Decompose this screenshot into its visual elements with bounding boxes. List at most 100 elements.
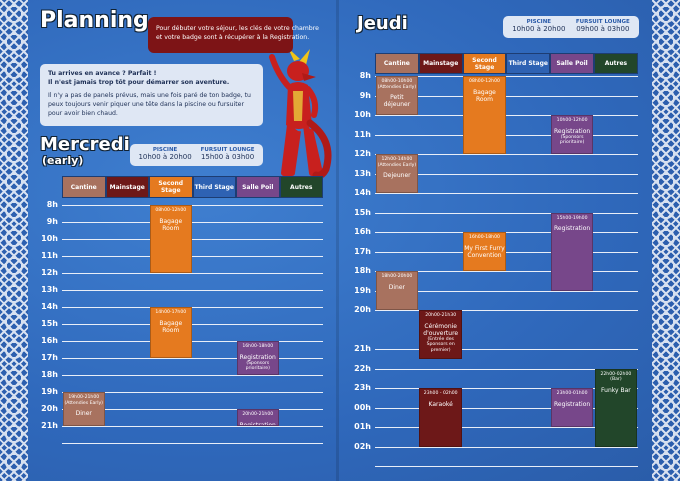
event-title: Bagage Room xyxy=(473,88,496,103)
intro-line: pour avoir bien chaud. xyxy=(48,110,118,117)
event: 22h00-02h00 (Bar) Funky Bar xyxy=(594,368,638,447)
row-label: 21h xyxy=(354,344,371,353)
row-line xyxy=(62,409,323,410)
spine xyxy=(336,0,339,481)
event-time: 12h00-14h00 xyxy=(381,157,413,162)
event-time: 14h00-17h00 xyxy=(155,310,187,315)
column-header: Autres xyxy=(594,53,638,74)
row-line xyxy=(62,324,323,325)
column-header: Autres xyxy=(279,176,323,198)
row-line xyxy=(62,426,323,427)
intro-box: Tu arrives en avance ? Parfait ! Il n'est… xyxy=(40,64,263,126)
hours-label: FURSUIT LOUNGE xyxy=(575,19,630,25)
bubble-line: et votre badge sont à récupérer à la Reg… xyxy=(156,34,310,41)
event-time: 16h00-18h00 xyxy=(242,344,274,349)
row-label: 11h xyxy=(354,129,371,139)
row-label: 15h xyxy=(41,319,58,328)
event: 08h00-12h00 Bagage Room xyxy=(149,205,192,273)
event-title: Bagage Room xyxy=(159,319,183,334)
event: 10h00-12h00 Registration (Sponsors priorit… xyxy=(550,115,594,154)
event-detail: (Entrée des Sponsors en premier) xyxy=(426,336,455,353)
speech-bubble: Pour débuter votre séjour, les clés de v… xyxy=(148,17,319,53)
row-label: 16h xyxy=(41,336,58,345)
event-time: 15h00-19h00 xyxy=(556,215,588,221)
row-line xyxy=(375,388,638,389)
column-header: Cantine xyxy=(62,176,106,198)
hours-item: PISCINE 10h00 à 20h00 xyxy=(512,19,565,35)
event: 12h00-14h00 (Attendies Early) Dejeuner xyxy=(375,154,419,193)
row-label: 22h xyxy=(354,363,371,373)
row-label: 20h xyxy=(354,305,371,314)
event: 08h00-12h00 Bagage Room xyxy=(463,76,506,154)
row-line xyxy=(375,368,638,370)
event: 20h00-21h00 Registration xyxy=(236,409,279,426)
event-title: Dejeuner xyxy=(383,172,411,180)
row-line xyxy=(62,341,323,342)
event-time: 08h00-12h00 xyxy=(155,208,187,213)
left-border xyxy=(0,0,28,481)
dragon-illustration xyxy=(269,48,332,179)
row-label: 9h xyxy=(359,90,371,100)
column-header: Third Stage xyxy=(506,53,551,74)
hours-box: PISCINE 10h00 à 20h00 FURSUIT LOUNGE 15h00 … xyxy=(130,144,263,166)
row-label: 20h xyxy=(41,404,58,413)
event-detail: (Sponsors prioritaire) xyxy=(245,360,270,372)
event-title: Diner xyxy=(388,283,406,291)
right-border xyxy=(652,0,680,481)
event-title: Funky Bar xyxy=(601,386,631,394)
row-label: 17h xyxy=(41,353,58,362)
event-time: 23h00-01h00 xyxy=(556,391,588,396)
row-line xyxy=(375,349,638,350)
row-line xyxy=(375,446,638,448)
row-label: 10h xyxy=(41,234,58,243)
event-note: (Attendies Early) xyxy=(377,84,417,90)
event-title: Registration xyxy=(553,400,591,408)
row-line xyxy=(62,239,323,240)
row-label: 21h xyxy=(41,421,58,430)
row-label: 01h xyxy=(354,422,371,431)
row-line xyxy=(375,310,638,311)
event-note: (Attendies Early) xyxy=(64,400,103,406)
row-line xyxy=(375,154,638,155)
column-header: Mainstage xyxy=(105,176,149,198)
row-label: 19h xyxy=(354,285,371,295)
row-label: 14h xyxy=(354,188,371,197)
event: 23h00-01h00 Registration xyxy=(550,388,594,427)
row-line xyxy=(375,115,638,116)
hours-label: PISCINE xyxy=(526,19,552,25)
row-line xyxy=(62,222,323,223)
row-label: 13h xyxy=(41,285,58,294)
event-time: 08h00-12h00 xyxy=(469,79,500,84)
column-header: Second Stage xyxy=(462,53,507,74)
row-line xyxy=(375,134,638,136)
row-label: 11h xyxy=(41,251,58,260)
column-header: Salle Poil xyxy=(236,176,280,198)
row-line xyxy=(62,273,323,274)
row-label: 02h xyxy=(354,441,371,451)
event-time: 08h00-10h00 xyxy=(381,79,413,84)
column-header: Mainstage xyxy=(418,53,463,74)
row-label: 18h xyxy=(354,266,371,275)
row-line xyxy=(62,205,323,206)
day-title: Mercredi xyxy=(40,134,130,155)
event-note: (Bar) xyxy=(610,377,622,383)
row-label: 15h xyxy=(354,207,371,217)
event: 16h00-18h00 My First Furry Convention xyxy=(463,232,506,271)
hours-item: FURSUIT LOUNGE 15h00 à 03h00 xyxy=(201,147,255,163)
hours-time: 15h00 à 03h00 xyxy=(200,153,255,161)
row-line xyxy=(375,290,638,292)
row-label: 13h xyxy=(354,168,371,178)
row-line xyxy=(375,466,638,467)
row-line xyxy=(62,358,323,359)
hours-time: 10h00 à 20h00 xyxy=(138,153,192,161)
hours-box: PISCINE 10h00 à 20h00 FURSUIT LOUNGE 09h00 … xyxy=(503,16,639,38)
event-time: 22h00-02h00 xyxy=(600,371,632,377)
row-line xyxy=(375,407,638,409)
row-line xyxy=(375,193,638,194)
hours-label: FURSUIT LOUNGE xyxy=(200,147,255,153)
event: 15h00-19h00 Registration xyxy=(550,212,594,291)
event: 18h00-20h00 Diner xyxy=(375,271,419,310)
page-title: Planning xyxy=(40,8,149,33)
event-title: Registration xyxy=(553,127,591,135)
